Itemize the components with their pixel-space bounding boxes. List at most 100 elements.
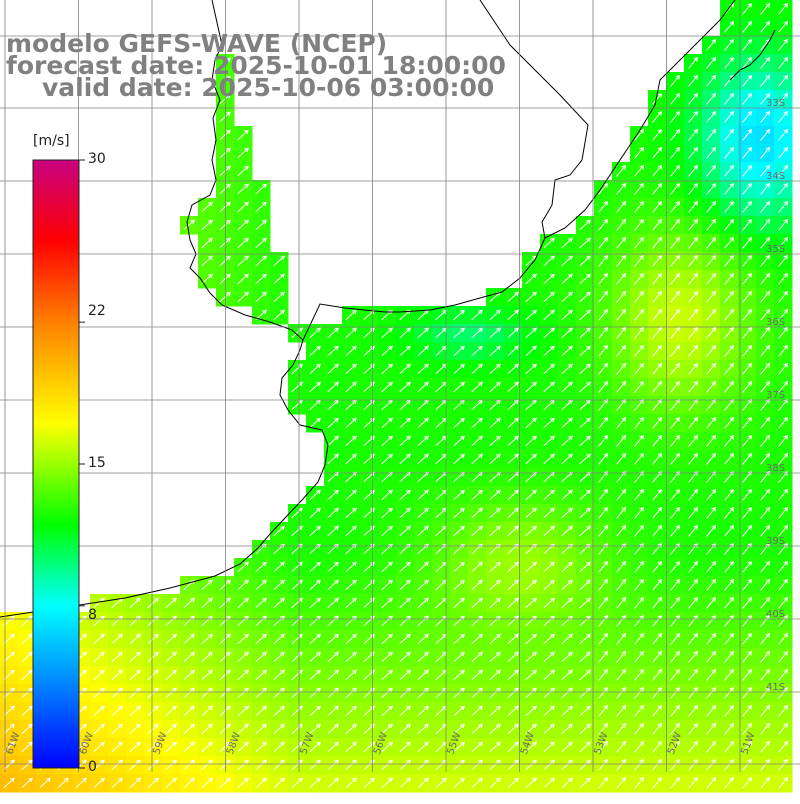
wind-arrow bbox=[561, 453, 573, 465]
wind-arrow bbox=[579, 759, 591, 771]
wind-arrow bbox=[129, 723, 141, 735]
wind-arrow bbox=[598, 632, 609, 645]
wind-arrow bbox=[543, 723, 555, 735]
wind-arrow bbox=[327, 633, 339, 645]
wind-arrow bbox=[652, 182, 663, 195]
wind-arrow bbox=[652, 704, 663, 717]
wind-arrow bbox=[129, 741, 141, 753]
wind-arrow bbox=[21, 705, 33, 717]
wind-arrow bbox=[561, 255, 573, 267]
wind-arrow bbox=[652, 434, 663, 447]
wind-arrow bbox=[165, 741, 177, 753]
wind-arrow bbox=[652, 650, 663, 663]
wind-arrow bbox=[201, 237, 213, 249]
wind-arrow bbox=[345, 417, 357, 429]
wind-arrow bbox=[598, 650, 609, 663]
wind-arrow bbox=[147, 741, 159, 753]
coastline-west bbox=[0, 0, 329, 618]
wind-arrow bbox=[634, 668, 645, 681]
wind-arrow bbox=[489, 687, 501, 699]
wind-arrow bbox=[760, 668, 771, 681]
wind-arrow bbox=[399, 669, 411, 681]
latitude-label: 41S bbox=[766, 682, 785, 693]
wind-arrow bbox=[273, 759, 285, 771]
wind-arrow bbox=[471, 435, 483, 447]
wind-arrow bbox=[543, 381, 555, 393]
wind-arrow bbox=[507, 507, 519, 519]
wind-arrow bbox=[706, 380, 717, 393]
wind-arrow bbox=[3, 687, 15, 699]
wind-arrow bbox=[399, 741, 411, 753]
wind-arrow bbox=[598, 272, 609, 285]
wind-arrow bbox=[778, 380, 789, 393]
wind-arrow bbox=[760, 182, 771, 195]
wind-arrow bbox=[399, 363, 411, 375]
wind-arrow bbox=[309, 561, 321, 573]
wind-arrow bbox=[724, 686, 735, 699]
wind-arrow bbox=[147, 759, 159, 771]
wind-arrow bbox=[652, 506, 663, 519]
wind-arrow bbox=[93, 759, 105, 771]
wind-arrow bbox=[525, 417, 537, 429]
wind-arrow bbox=[201, 705, 213, 717]
wind-arrow bbox=[579, 705, 591, 717]
wind-arrow bbox=[291, 741, 303, 753]
wind-arrow bbox=[742, 182, 753, 195]
wind-arrow bbox=[616, 722, 627, 735]
wind-arrow bbox=[742, 758, 753, 771]
wind-arrow bbox=[183, 651, 195, 663]
wind-arrow bbox=[760, 56, 771, 69]
wind-arrow bbox=[742, 524, 753, 537]
wind-arrow bbox=[507, 777, 519, 789]
wind-arrow bbox=[417, 777, 429, 789]
wind-arrow bbox=[399, 597, 411, 609]
wind-arrow bbox=[742, 128, 753, 141]
wind-arrow bbox=[652, 686, 663, 699]
wind-arrow bbox=[634, 128, 645, 141]
wind-arrow bbox=[543, 291, 555, 303]
wind-arrow bbox=[670, 236, 681, 249]
wind-arrow bbox=[706, 200, 717, 213]
wind-arrow bbox=[579, 327, 591, 339]
wind-arrow bbox=[381, 597, 393, 609]
wind-arrow bbox=[760, 632, 771, 645]
wind-arrow bbox=[201, 741, 213, 753]
wind-arrow bbox=[724, 164, 735, 177]
wind-arrow bbox=[201, 255, 213, 267]
wind-arrow bbox=[237, 291, 249, 303]
wind-arrow bbox=[598, 758, 609, 771]
wind-arrow bbox=[237, 741, 249, 753]
wind-arrow bbox=[543, 489, 555, 501]
wind-arrow bbox=[489, 363, 501, 375]
wind-arrow bbox=[291, 381, 303, 393]
wind-arrow bbox=[381, 561, 393, 573]
wind-arrow bbox=[778, 524, 789, 537]
wind-arrow bbox=[471, 381, 483, 393]
wind-arrow bbox=[688, 74, 699, 87]
wind-arrow bbox=[778, 344, 789, 357]
wind-arrow bbox=[273, 633, 285, 645]
wind-arrow bbox=[706, 254, 717, 267]
wind-arrow bbox=[201, 273, 213, 285]
wind-arrow bbox=[255, 273, 267, 285]
wind-arrow bbox=[453, 507, 465, 519]
wind-arrow bbox=[453, 363, 465, 375]
wind-arrow bbox=[111, 687, 123, 699]
wind-arrow bbox=[471, 525, 483, 537]
coastline-estuary bbox=[302, 0, 589, 341]
wind-arrow bbox=[561, 687, 573, 699]
wind-arrow bbox=[201, 597, 213, 609]
wind-arrow bbox=[219, 291, 231, 303]
wind-arrow bbox=[706, 272, 717, 285]
wind-arrow bbox=[616, 218, 627, 231]
wind-arrow bbox=[616, 344, 627, 357]
wind-arrow bbox=[93, 669, 105, 681]
wind-arrow bbox=[742, 596, 753, 609]
wind-arrow bbox=[219, 165, 231, 177]
wind-arrow bbox=[778, 362, 789, 375]
wind-arrow bbox=[561, 363, 573, 375]
wind-arrow bbox=[742, 650, 753, 663]
wind-arrow bbox=[345, 453, 357, 465]
wind-arrow bbox=[760, 560, 771, 573]
wind-arrow bbox=[489, 489, 501, 501]
